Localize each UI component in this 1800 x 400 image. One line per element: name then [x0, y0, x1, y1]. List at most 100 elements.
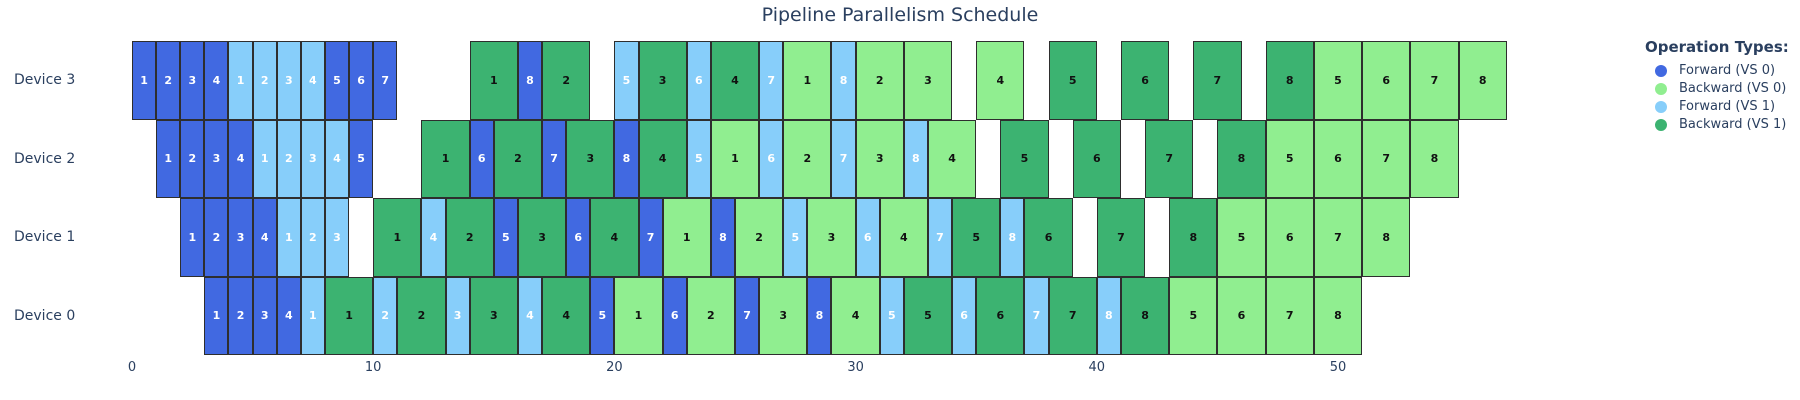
device-label-device-2: Device 2 [14, 150, 76, 167]
schedule-block-forward-vs-1-mb7: 7 [927, 198, 953, 277]
schedule-block-forward-vs-1-mb3: 3 [300, 119, 325, 198]
schedule-block-forward-vs-0-mb2: 2 [204, 198, 229, 277]
schedule-block-backward-vs-1-mb5: 5 [903, 276, 953, 355]
schedule-block-forward-vs-1-mb7: 7 [831, 119, 856, 198]
schedule-block-backward-vs-1-mb2: 2 [493, 119, 543, 198]
legend-label: Forward (VS 0) [1679, 63, 1776, 78]
x-tick-label-40: 40 [1088, 360, 1106, 375]
schedule-block-forward-vs-1-mb8: 8 [831, 41, 856, 120]
schedule-block-forward-vs-1-mb7: 7 [1024, 276, 1049, 355]
legend-label: Forward (VS 1) [1679, 99, 1776, 114]
schedule-block-forward-vs-1-mb6: 6 [855, 198, 880, 277]
schedule-block-forward-vs-1-mb2: 2 [300, 198, 325, 277]
schedule-block-forward-vs-0-mb2: 2 [228, 276, 253, 355]
schedule-block-backward-vs-1-mb4: 4 [710, 41, 760, 120]
schedule-block-forward-vs-0-mb5: 5 [349, 119, 374, 198]
device-label-device-0: Device 0 [14, 307, 76, 324]
legend-swatch-icon [1655, 82, 1667, 95]
schedule-block-forward-vs-0-mb5: 5 [590, 276, 615, 355]
schedule-block-backward-vs-1-mb4: 4 [638, 119, 687, 198]
x-tick-label-20: 20 [606, 360, 623, 375]
schedule-block-forward-vs-0-mb4: 4 [252, 198, 277, 277]
schedule-block-forward-vs-1-mb3: 3 [276, 41, 301, 120]
schedule-block-backward-vs-1-mb6: 6 [1120, 41, 1170, 120]
schedule-block-backward-vs-1-mb4: 4 [542, 276, 591, 355]
schedule-block-backward-vs-0-mb1: 1 [783, 41, 832, 120]
schedule-block-backward-vs-0-mb8: 8 [1362, 198, 1411, 277]
schedule-block-forward-vs-0-mb3: 3 [204, 119, 229, 198]
schedule-block-forward-vs-1-mb5: 5 [783, 198, 808, 277]
x-tick-label-0: 0 [127, 360, 137, 375]
schedule-block-forward-vs-0-mb8: 8 [614, 119, 639, 198]
schedule-block-forward-vs-0-mb7: 7 [638, 198, 663, 277]
schedule-block-backward-vs-0-mb8: 8 [1410, 119, 1459, 198]
schedule-block-backward-vs-0-mb6: 6 [1217, 276, 1266, 355]
schedule-block-forward-vs-0-mb4: 4 [228, 119, 253, 198]
schedule-block-backward-vs-0-mb5: 5 [1265, 119, 1314, 198]
schedule-block-forward-vs-0-mb6: 6 [662, 276, 687, 355]
schedule-block-backward-vs-0-mb5: 5 [1217, 198, 1266, 277]
legend-item-backward-vs-1: Backward (VS 1) [1645, 116, 1795, 133]
schedule-block-forward-vs-0-mb1: 1 [156, 119, 181, 198]
schedule-block-backward-vs-1-mb1: 1 [469, 41, 518, 120]
schedule-block-backward-vs-1-mb1: 1 [421, 119, 470, 198]
legend-swatch-icon [1655, 118, 1667, 131]
schedule-block-forward-vs-1-mb8: 8 [903, 119, 928, 198]
legend-label: Backward (VS 0) [1679, 81, 1787, 96]
schedule-block-backward-vs-0-mb1: 1 [710, 119, 760, 198]
schedule-block-backward-vs-0-mb2: 2 [686, 276, 735, 355]
schedule-block-forward-vs-1-mb4: 4 [517, 276, 543, 355]
schedule-block-backward-vs-0-mb6: 6 [1362, 41, 1411, 120]
schedule-block-backward-vs-1-mb7: 7 [1048, 276, 1097, 355]
schedule-block-backward-vs-0-mb4: 4 [879, 198, 928, 277]
schedule-block-backward-vs-1-mb8: 8 [1265, 41, 1314, 120]
schedule-block-forward-vs-1-mb4: 4 [300, 41, 325, 120]
schedule-block-backward-vs-1-mb8: 8 [1169, 198, 1218, 277]
schedule-block-forward-vs-1-mb5: 5 [879, 276, 904, 355]
schedule-block-backward-vs-0-mb3: 3 [903, 41, 953, 120]
schedule-block-forward-vs-0-mb6: 6 [469, 119, 494, 198]
schedule-block-backward-vs-0-mb7: 7 [1362, 119, 1411, 198]
schedule-block-backward-vs-0-mb6: 6 [1313, 119, 1363, 198]
schedule-block-forward-vs-0-mb3: 3 [252, 276, 277, 355]
schedule-block-forward-vs-0-mb3: 3 [180, 41, 205, 120]
schedule-block-forward-vs-0-mb7: 7 [373, 41, 398, 120]
schedule-block-forward-vs-1-mb8: 8 [1096, 276, 1121, 355]
schedule-block-backward-vs-1-mb7: 7 [1193, 41, 1242, 120]
schedule-block-backward-vs-1-mb6: 6 [976, 276, 1025, 355]
schedule-block-backward-vs-0-mb4: 4 [976, 41, 1025, 120]
schedule-block-backward-vs-1-mb8: 8 [1217, 119, 1266, 198]
schedule-block-forward-vs-0-mb7: 7 [735, 276, 760, 355]
schedule-block-backward-vs-1-mb1: 1 [373, 198, 422, 277]
schedule-block-forward-vs-1-mb1: 1 [276, 198, 301, 277]
schedule-block-backward-vs-0-mb7: 7 [1410, 41, 1459, 120]
schedule-block-forward-vs-1-mb1: 1 [252, 119, 277, 198]
schedule-block-forward-vs-1-mb8: 8 [1000, 198, 1025, 277]
schedule-block-backward-vs-1-mb1: 1 [324, 276, 374, 355]
legend-swatch-icon [1655, 100, 1667, 113]
schedule-block-forward-vs-0-mb5: 5 [324, 41, 350, 120]
schedule-block-forward-vs-0-mb8: 8 [517, 41, 543, 120]
x-tick-label-30: 30 [847, 360, 864, 375]
schedule-block-backward-vs-0-mb4: 4 [927, 119, 977, 198]
schedule-block-backward-vs-0-mb8: 8 [1313, 276, 1363, 355]
schedule-block-backward-vs-1-mb2: 2 [445, 198, 494, 277]
schedule-block-forward-vs-1-mb3: 3 [445, 276, 470, 355]
schedule-block-backward-vs-0-mb2: 2 [735, 198, 784, 277]
legend: Operation Types: Forward (VS 0) Backward … [1645, 38, 1795, 134]
schedule-block-backward-vs-1-mb2: 2 [542, 41, 591, 120]
schedule-block-forward-vs-0-mb3: 3 [228, 198, 253, 277]
schedule-block-backward-vs-0-mb1: 1 [614, 276, 663, 355]
legend-items: Forward (VS 0) Backward (VS 0) Forward (VS… [1645, 62, 1795, 133]
schedule-block-backward-vs-0-mb3: 3 [759, 276, 808, 355]
schedule-block-forward-vs-1-mb7: 7 [759, 41, 784, 120]
schedule-block-backward-vs-0-mb4: 4 [831, 276, 880, 355]
schedule-block-forward-vs-1-mb6: 6 [952, 276, 977, 355]
schedule-block-forward-vs-0-mb2: 2 [156, 41, 181, 120]
schedule-block-forward-vs-0-mb8: 8 [710, 198, 735, 277]
schedule-block-forward-vs-1-mb5: 5 [686, 119, 711, 198]
schedule-block-backward-vs-1-mb3: 3 [517, 198, 567, 277]
schedule-block-backward-vs-1-mb7: 7 [1145, 119, 1194, 198]
schedule-block-backward-vs-0-mb2: 2 [783, 119, 832, 198]
